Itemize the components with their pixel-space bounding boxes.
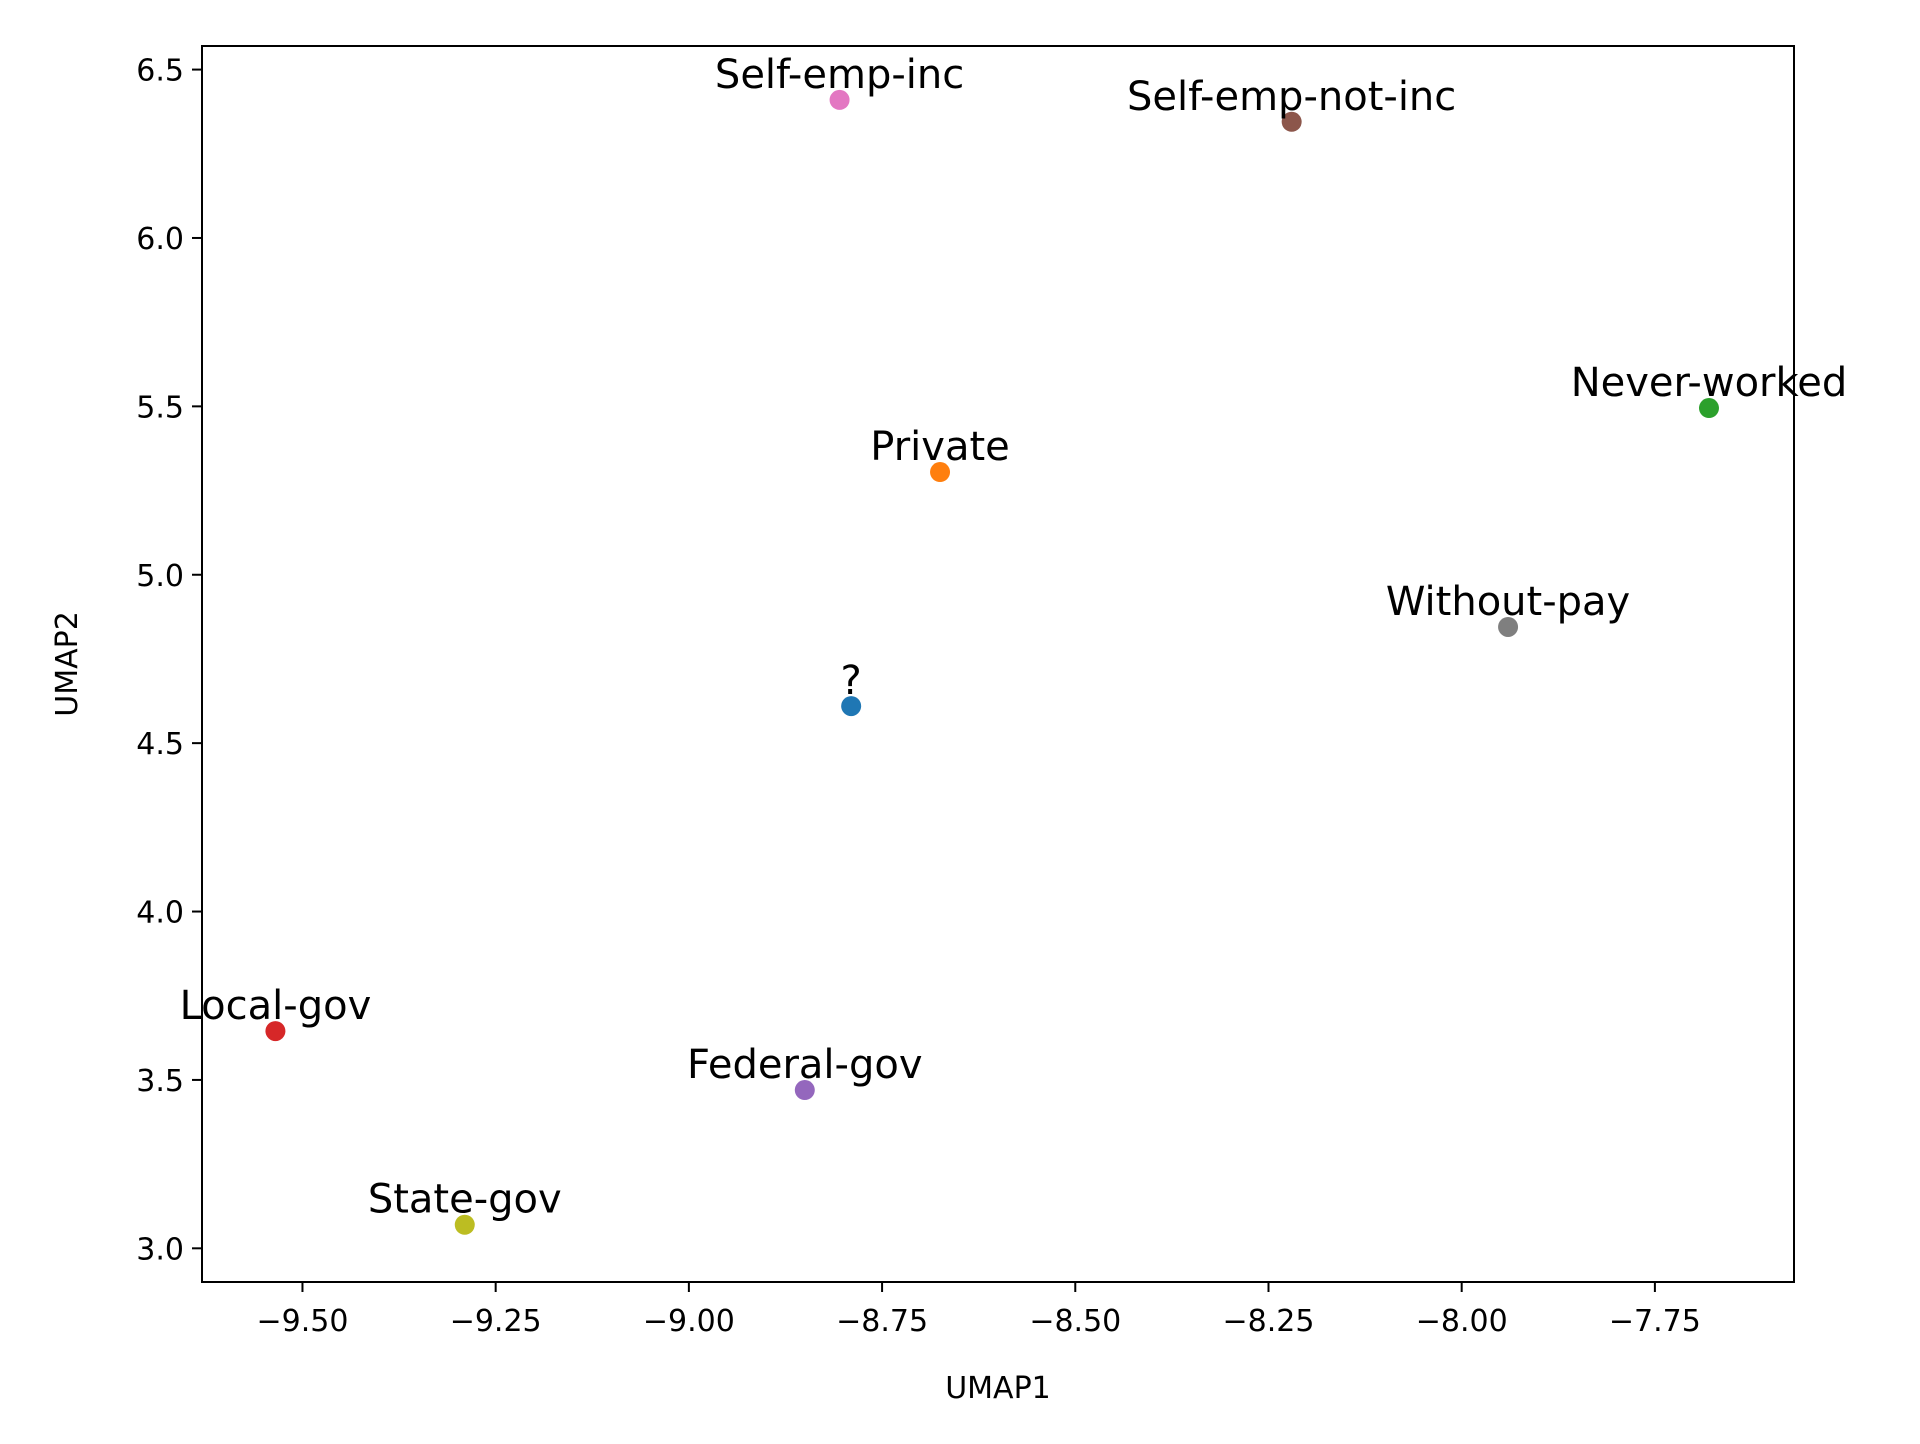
x-tick-label: −8.00 — [1416, 1304, 1508, 1339]
scatter-point — [1498, 616, 1519, 637]
x-tick-label: −9.25 — [450, 1304, 542, 1339]
x-tick-label: −7.75 — [1609, 1304, 1701, 1339]
scatter-point — [454, 1214, 475, 1235]
y-tick-label: 6.5 — [136, 54, 184, 89]
point-label: Never-worked — [1571, 360, 1848, 406]
x-tick-label: −9.50 — [256, 1304, 348, 1339]
point-label: Without-pay — [1386, 579, 1630, 625]
point-label: Local-gov — [180, 983, 372, 1029]
y-tick-label: 3.0 — [136, 1232, 184, 1267]
point-label: ? — [841, 658, 862, 704]
x-tick-label: −8.50 — [1029, 1304, 1121, 1339]
x-tick-label: −9.00 — [643, 1304, 735, 1339]
scatter-point — [1698, 398, 1719, 419]
point-label: Federal-gov — [687, 1042, 922, 1088]
scatter-point — [841, 696, 862, 717]
ticks-layer: −9.50 −9.25 −9.00 −8.75 −8.50 −8.25 −8.00 −7.75… — [136, 54, 1701, 1339]
x-axis-label: UMAP1 — [945, 1371, 1051, 1406]
y-tick-label: 5.5 — [136, 390, 184, 425]
y-tick-label: 4.0 — [136, 896, 184, 931]
points-layer: ? Private Never-worked Local-gov Federal-gov… — [180, 52, 1848, 1235]
point-label: State-gov — [368, 1177, 562, 1223]
scatter-point — [794, 1080, 815, 1101]
scatter-point — [829, 89, 850, 110]
y-axis-label: UMAP2 — [50, 611, 85, 717]
point-label: Self-emp-not-inc — [1127, 74, 1456, 120]
plot-area-frame — [201, 45, 1795, 1283]
x-tick-label: −8.25 — [1223, 1304, 1315, 1339]
y-tick-label: 4.5 — [136, 727, 184, 762]
y-tick-label: 3.5 — [136, 1064, 184, 1099]
y-tick-label: 5.0 — [136, 559, 184, 594]
scatter-point — [1281, 111, 1302, 132]
point-label: Private — [870, 424, 1009, 470]
scatter-point — [265, 1021, 286, 1042]
scatter-point — [930, 462, 951, 483]
x-tick-label: −8.75 — [836, 1304, 928, 1339]
y-tick-label: 6.0 — [136, 222, 184, 257]
point-label: Self-emp-inc — [715, 52, 964, 98]
